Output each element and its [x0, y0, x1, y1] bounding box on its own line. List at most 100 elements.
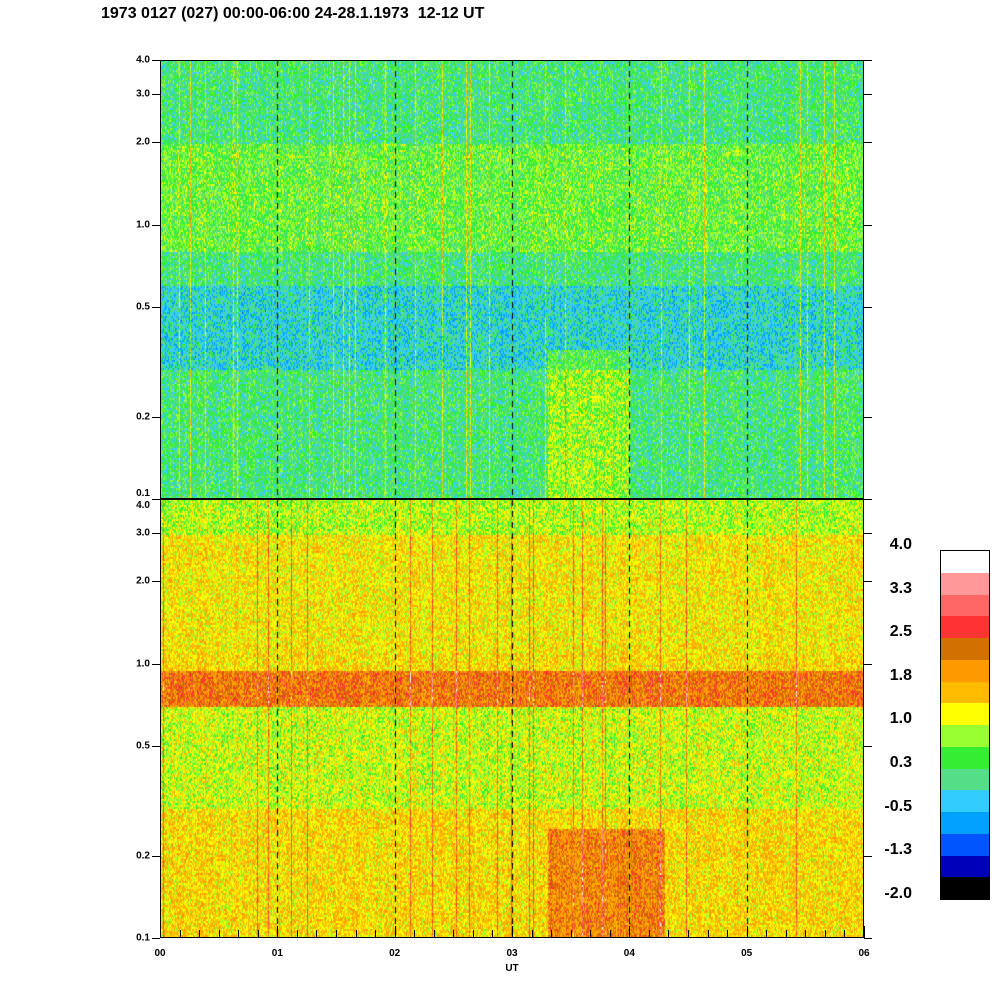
x-minor-tick [531, 930, 533, 938]
y-tick-right [864, 307, 872, 309]
y-tick-left [152, 307, 160, 309]
x-minor-tick [785, 930, 787, 938]
colorbar-label: 3.3 [889, 579, 912, 597]
x-minor-tick [707, 930, 709, 938]
chart-title: 1973 0127 (027) 00:00-06:00 24-28.1.1973… [101, 5, 485, 22]
colorbar-swatch [941, 768, 989, 791]
x-minor-tick [414, 930, 416, 938]
x-axis-title: UT [505, 963, 519, 974]
x-minor-tick [746, 926, 748, 938]
y-tick-right [864, 746, 872, 748]
colorbar-swatch [941, 877, 989, 899]
x-minor-tick [688, 930, 689, 938]
y-tick-label: 0.1 [136, 932, 150, 944]
y-tick-label: 4.0 [136, 54, 150, 66]
colorbar-swatch [941, 551, 989, 573]
y-tick-label: 2.0 [136, 575, 150, 587]
y-tick-left [152, 416, 160, 418]
x-minor-tick [609, 930, 611, 938]
y-tick-label: 0.5 [136, 740, 150, 752]
y-tick-right [864, 581, 872, 583]
x-tick-label: 05 [741, 948, 753, 959]
x-minor-tick [453, 930, 455, 938]
y-tick-label: 0.5 [136, 301, 150, 313]
x-minor-tick [844, 930, 846, 938]
colorbar-swatch [941, 572, 989, 595]
x-tick-label: 01 [271, 948, 283, 959]
y-tick-right [864, 416, 872, 418]
colorbar-swatch [941, 681, 989, 704]
x-minor-tick [160, 926, 161, 938]
y-tick-left [152, 663, 160, 665]
x-minor-tick [375, 930, 377, 938]
colorbar-swatch [941, 725, 989, 747]
colorbar-swatch [941, 616, 989, 638]
y-tick-left [152, 499, 160, 500]
colorbar-label: -2.0 [884, 884, 912, 902]
upper-panel-frame [160, 60, 864, 499]
y-tick-right [864, 142, 872, 144]
y-tick-left [152, 581, 160, 583]
colorbar-label: 4.0 [889, 536, 912, 553]
y-tick-right [864, 60, 872, 61]
colorbar-swatch [941, 638, 989, 660]
x-minor-tick [433, 930, 435, 938]
x-tick-label: 03 [506, 948, 518, 959]
y-tick-label: 1.0 [136, 219, 150, 231]
x-tick-label: 00 [154, 948, 166, 959]
x-minor-tick [257, 930, 259, 938]
colorbar-swatch [941, 594, 989, 617]
y-tick-label: 2.0 [136, 136, 150, 148]
y-tick-right [864, 663, 872, 665]
x-minor-tick [316, 930, 318, 938]
y-tick-left [152, 938, 160, 939]
x-minor-tick [199, 930, 201, 938]
y-tick-label: 4.0 [136, 500, 150, 511]
x-minor-tick [727, 930, 729, 938]
y-tick-label: 1.0 [136, 658, 150, 670]
x-minor-tick [864, 926, 865, 938]
x-minor-tick [570, 930, 572, 938]
y-tick-label: 3.0 [136, 88, 150, 100]
y-tick-right [864, 499, 872, 500]
x-tick-label: 04 [623, 948, 635, 959]
y-tick-label: 0.1 [136, 488, 150, 499]
x-minor-tick [805, 930, 807, 938]
x-minor-tick [218, 930, 220, 938]
x-minor-tick [472, 930, 474, 938]
colorbar-swatch [941, 855, 989, 878]
x-minor-tick [824, 930, 826, 938]
x-minor-tick [238, 930, 240, 938]
x-minor-tick [766, 930, 768, 938]
colorbar-swatch [941, 746, 989, 769]
y-tick-right [864, 938, 872, 939]
y-tick-left [152, 224, 160, 226]
colorbar-label: 2.5 [889, 623, 912, 641]
colorbar-label: -0.5 [884, 797, 912, 815]
x-minor-tick [590, 930, 592, 938]
x-tick-label: 06 [858, 948, 870, 959]
y-tick-right [864, 533, 872, 535]
x-tick-label: 02 [389, 948, 401, 959]
colorbar-label: 1.8 [889, 666, 912, 684]
y-tick-right [864, 224, 872, 226]
y-tick-left [152, 855, 160, 857]
x-minor-tick [355, 930, 357, 938]
x-minor-tick [551, 930, 553, 938]
x-minor-tick [648, 930, 650, 938]
y-tick-left [152, 60, 160, 61]
y-tick-left [152, 142, 160, 144]
x-minor-tick [492, 930, 494, 938]
x-minor-tick [394, 926, 396, 938]
y-tick-label: 0.2 [136, 850, 150, 861]
colorbar-swatch [941, 812, 989, 834]
lower-panel-frame [160, 499, 864, 938]
y-tick-left [152, 94, 160, 96]
y-tick-right [864, 855, 872, 857]
x-minor-tick [629, 926, 631, 938]
colorbar-swatch [941, 790, 989, 812]
x-minor-tick [512, 926, 513, 938]
colorbar [940, 550, 990, 900]
colorbar-swatch [941, 659, 989, 682]
